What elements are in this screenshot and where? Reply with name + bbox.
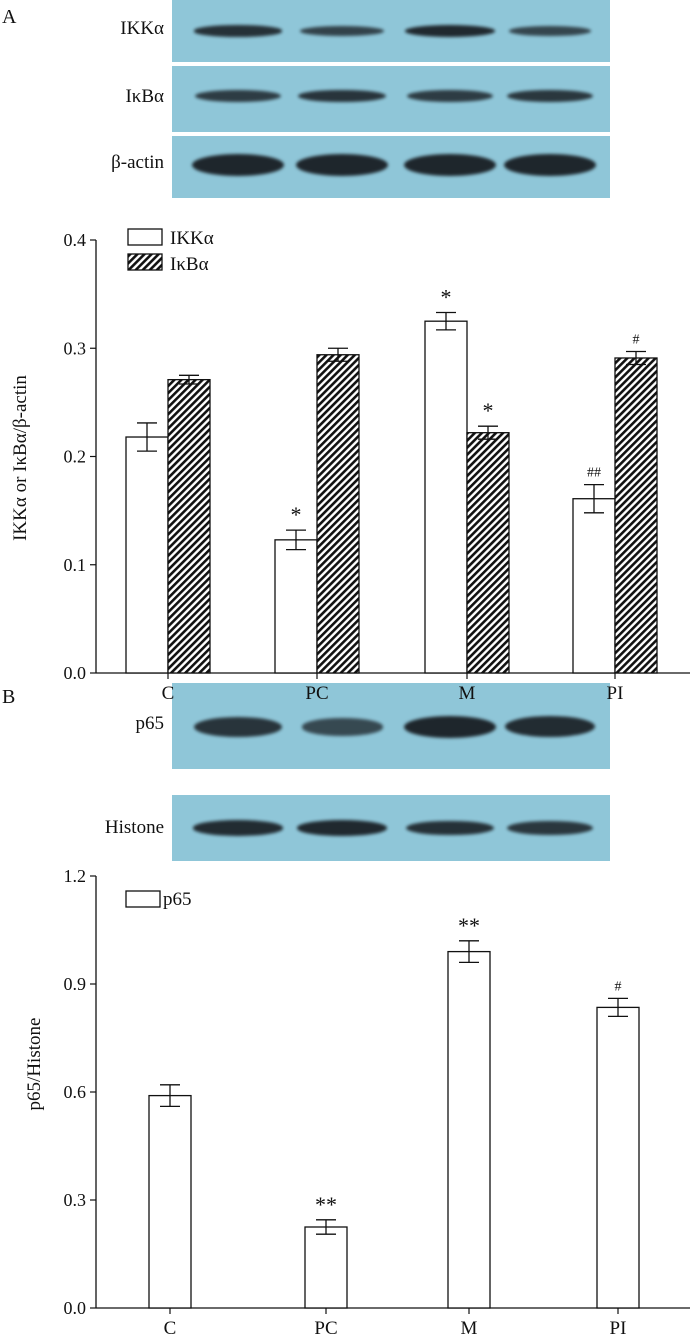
blot-band: [193, 25, 283, 37]
significance-label: *: [483, 398, 494, 423]
bar: [466, 432, 510, 674]
chart-a-ylabel: IKKα or IκBα/β-actin: [10, 375, 31, 541]
bar: [304, 1226, 348, 1309]
error-bar: [286, 529, 306, 551]
error-bar: [584, 483, 604, 514]
blot-band: [504, 154, 596, 176]
blot-a-label-ikka: IKKα: [120, 18, 164, 39]
error-bar: [608, 997, 628, 1018]
blot-band: [404, 154, 496, 176]
y-tick-label: 0.6: [64, 1082, 87, 1102]
chart-b-ylabel: p65/Histone: [24, 1018, 45, 1111]
y-tick-label: 1.2: [64, 866, 87, 886]
blot-band: [192, 154, 284, 176]
bar: [167, 378, 211, 674]
blot-band: [407, 89, 493, 103]
y-tick-label: 0.4: [64, 230, 87, 250]
y-tick-label: 0.3: [64, 338, 87, 358]
blot-band: [193, 820, 283, 836]
x-tick-label: M: [459, 683, 476, 704]
error-bar: [179, 374, 199, 385]
error-bar: [436, 311, 456, 331]
bar: [572, 498, 616, 674]
chart-a: IKKα or IκBα/β-actin 0.0 0.1 0.2 0.3 0.4 C PC M…: [10, 228, 690, 704]
chart-b-legend: p65: [125, 889, 192, 910]
panel-b-letter: B: [2, 686, 16, 708]
blot-band: [296, 820, 388, 836]
blot-band: [505, 716, 595, 738]
blot-b-label-histone: Histone: [104, 817, 164, 838]
blot-band: [300, 26, 384, 36]
error-bar: [316, 1219, 336, 1235]
significance-label: ##: [587, 466, 601, 481]
blot-band: [508, 26, 592, 36]
y-tick-label: 0.3: [64, 1190, 87, 1210]
blot-band: [194, 716, 282, 737]
x-tick-label: M: [461, 1318, 478, 1334]
y-tick-label: 0.2: [64, 447, 87, 467]
significance-label: *: [441, 285, 452, 310]
blot-a-label-actin: β-actin: [111, 152, 164, 173]
y-tick-label: 0.1: [64, 555, 87, 575]
legend-swatch-ikba: [127, 253, 163, 271]
chart-b: p65/Histone 0.00.30.60.91.2C PC M PI ****# …: [24, 866, 690, 1334]
legend-swatch-p65: [125, 890, 161, 908]
panel-a-letter: A: [2, 6, 17, 28]
significance-label: *: [291, 502, 302, 527]
blot-band: [296, 154, 388, 176]
blot-band: [404, 25, 496, 37]
blot-band: [404, 716, 496, 738]
bar: [424, 320, 468, 674]
bar: [274, 539, 318, 674]
legend-swatch-ikka: [127, 228, 163, 246]
legend-label-ikka: IKKα: [170, 228, 214, 249]
blot-b-label-p65: p65: [135, 713, 165, 734]
significance-label: #: [633, 332, 640, 347]
x-tick-label: C: [164, 1318, 177, 1334]
x-tick-label: C: [162, 683, 175, 704]
error-bar: [160, 1084, 180, 1108]
blot-band: [301, 718, 383, 736]
x-tick-label: PI: [610, 1318, 627, 1334]
error-bar: [137, 422, 157, 452]
significance-label: **: [458, 913, 480, 938]
x-tick-label: PC: [314, 1318, 337, 1334]
bar: [316, 354, 360, 674]
x-tick-label: PI: [607, 683, 624, 704]
blot-a-label-ikba: IκBα: [125, 86, 164, 107]
blot-band: [195, 89, 281, 103]
bar: [596, 1006, 640, 1309]
significance-label: **: [315, 1192, 337, 1217]
significance-label: #: [615, 979, 622, 994]
error-bar: [478, 425, 498, 440]
error-bar: [328, 347, 348, 362]
bar: [125, 436, 169, 674]
blot-band: [298, 89, 386, 103]
y-tick-label: 0.0: [64, 1298, 87, 1318]
error-bar: [459, 940, 479, 964]
bar: [148, 1094, 192, 1309]
bar: [447, 950, 491, 1309]
legend-label-p65: p65: [163, 889, 192, 910]
y-tick-label: 0.9: [64, 974, 87, 994]
chart-a-legend: IKKα IκBα: [127, 228, 214, 275]
blot-band: [506, 820, 594, 836]
blot-band: [506, 89, 594, 103]
error-bar: [626, 350, 646, 366]
bar: [614, 357, 658, 674]
legend-label-ikba: IκBα: [170, 254, 209, 275]
y-tick-label: 0.0: [64, 663, 87, 683]
blot-band: [405, 820, 495, 836]
x-tick-label: PC: [305, 683, 328, 704]
